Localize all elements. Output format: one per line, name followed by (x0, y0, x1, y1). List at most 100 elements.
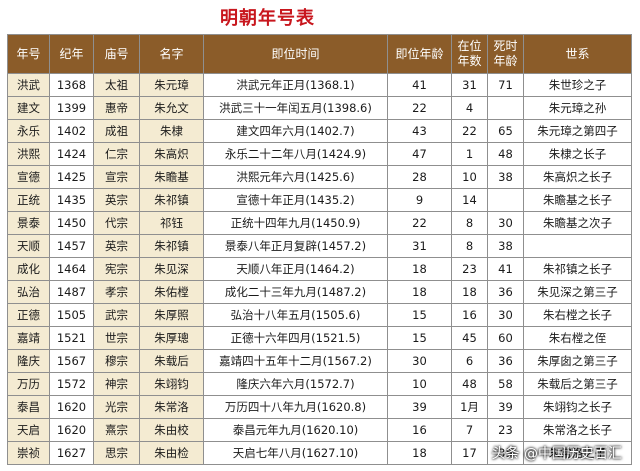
table-row: 成化 1464 宪宗 朱见深 天顺八年正月(1464.2) 18 23 41 朱祁镇之长子 (7, 257, 632, 281)
year-cell: 1620 (49, 418, 94, 442)
year-cell: 1464 (49, 257, 94, 281)
emperor-name-cell: 朱常洛 (139, 395, 204, 419)
age-at-accession-cell: 15 (387, 326, 452, 350)
temple-name-cell: 光宗 (93, 395, 140, 419)
death-age-cell (487, 96, 524, 120)
emperor-name-cell: 祁钰 (139, 211, 204, 235)
era-cell: 成化 (7, 257, 50, 281)
year-cell: 1567 (49, 349, 94, 373)
lineage-cell: 朱元璋之第四子 (523, 119, 632, 143)
era-cell: 景泰 (7, 211, 50, 235)
reign-years-cell: 4 (451, 96, 488, 120)
age-at-accession-cell: 31 (387, 234, 452, 258)
reign-years-cell: 22 (451, 119, 488, 143)
death-age-cell: 36 (487, 280, 524, 304)
year-cell: 1572 (49, 372, 94, 396)
year-cell: 1402 (49, 119, 94, 143)
era-cell: 万历 (7, 372, 50, 396)
era-cell: 崇祯 (7, 441, 50, 465)
age-at-accession-cell: 41 (387, 73, 452, 97)
lineage-cell: 朱厚囱之第三子 (523, 349, 632, 373)
age-at-accession-cell: 10 (387, 372, 452, 396)
age-at-accession-cell: 39 (387, 395, 452, 419)
table-row: 隆庆 1567 穆宗 朱载后 嘉靖四十五年十二月(1567.2) 30 6 36 朱厚囱之第三子 (7, 349, 632, 373)
emperor-name-cell: 朱允文 (139, 96, 204, 120)
table-row: 崇祯 1627 思宗 朱由检 天启七年八月(1627.10) 18 17 35 朱常洛之子 (7, 441, 632, 465)
accession-time-cell: 嘉靖四十五年十二月(1567.2) (203, 349, 388, 373)
lineage-cell: 朱棣之长子 (523, 142, 632, 166)
header-reign-years-line1: 在位 (457, 39, 482, 53)
table-row: 泰昌 1620 光宗 朱常洛 万历四十八年九月(1620.8) 39 1月 39 朱翊钧之长子 (7, 395, 632, 419)
temple-name-cell: 代宗 (93, 211, 140, 235)
death-age-cell: 41 (487, 257, 524, 281)
lineage-cell: 朱瞻基之次子 (523, 211, 632, 235)
emperor-name-cell: 朱载后 (139, 349, 204, 373)
header-lineage: 世系 (523, 34, 632, 74)
reign-years-cell: 23 (451, 257, 488, 281)
temple-name-cell: 英宗 (93, 234, 140, 258)
temple-name-cell: 穆宗 (93, 349, 140, 373)
lineage-cell: 朱右樘之侄 (523, 326, 632, 350)
header-name: 名字 (139, 34, 204, 74)
era-cell: 泰昌 (7, 395, 50, 419)
table-row: 洪熙 1424 仁宗 朱高炽 永乐二十二年八月(1424.9) 47 1 48 朱棣之长子 (7, 142, 632, 166)
lineage-cell: 朱载后之第三子 (523, 372, 632, 396)
death-age-cell: 38 (487, 234, 524, 258)
reign-years-cell: 8 (451, 234, 488, 258)
table-row: 正德 1505 武宗 朱厚照 弘治十八年五月(1505.6) 15 16 30 朱右樘之长子 (7, 303, 632, 327)
age-at-accession-cell: 16 (387, 418, 452, 442)
era-cell: 正统 (7, 188, 50, 212)
lineage-cell: 朱常洛之子 (523, 441, 632, 465)
age-at-accession-cell: 18 (387, 280, 452, 304)
accession-time-cell: 洪熙元年六月(1425.6) (203, 165, 388, 189)
year-cell: 1435 (49, 188, 94, 212)
temple-name-cell: 武宗 (93, 303, 140, 327)
lineage-cell: 朱世珍之子 (523, 73, 632, 97)
temple-name-cell: 孝宗 (93, 280, 140, 304)
table-row: 永乐 1402 成祖 朱棣 建文四年六月(1402.7) 43 22 65 朱元璋之第四子 (7, 119, 632, 143)
emperor-name-cell: 朱元璋 (139, 73, 204, 97)
emperor-name-cell: 朱高炽 (139, 142, 204, 166)
age-at-accession-cell: 15 (387, 303, 452, 327)
header-death-age: 死时 年龄 (487, 34, 524, 74)
death-age-cell: 23 (487, 418, 524, 442)
accession-time-cell: 天顺八年正月(1464.2) (203, 257, 388, 281)
lineage-cell: 朱右樘之长子 (523, 303, 632, 327)
accession-time-cell: 泰昌元年九月(1620.10) (203, 418, 388, 442)
header-accession: 即位时间 (203, 34, 388, 74)
death-age-cell: 58 (487, 372, 524, 396)
temple-name-cell: 仁宗 (93, 142, 140, 166)
accession-time-cell: 宣德十年正月(1435.2) (203, 188, 388, 212)
year-cell: 1505 (49, 303, 94, 327)
table-row: 天顺 1457 英宗 朱祁镇 景泰八年正月复辟(1457.2) 31 8 38 (7, 234, 632, 258)
temple-name-cell: 宪宗 (93, 257, 140, 281)
era-cell: 宣德 (7, 165, 50, 189)
temple-name-cell: 世宗 (93, 326, 140, 350)
header-year: 纪年 (49, 34, 94, 74)
age-at-accession-cell: 18 (387, 441, 452, 465)
table-row: 宣德 1425 宣宗 朱瞻基 洪熙元年六月(1425.6) 28 10 38 朱高炽之长子 (7, 165, 632, 189)
table-row: 万历 1572 神宗 朱翊钧 隆庆六年六月(1572.7) 10 48 58 朱载后之第三子 (7, 372, 632, 396)
age-at-accession-cell: 9 (387, 188, 452, 212)
reign-years-cell: 8 (451, 211, 488, 235)
lineage-cell: 朱瞻基之长子 (523, 188, 632, 212)
death-age-cell: 65 (487, 119, 524, 143)
era-cell: 天启 (7, 418, 50, 442)
header-reign-years-line2: 年数 (457, 54, 482, 68)
table-row: 嘉靖 1521 世宗 朱厚璁 正德十六年四月(1521.5) 15 45 60 朱右樘之侄 (7, 326, 632, 350)
accession-time-cell: 隆庆六年六月(1572.7) (203, 372, 388, 396)
era-cell: 建文 (7, 96, 50, 120)
era-cell: 嘉靖 (7, 326, 50, 350)
reign-years-cell: 45 (451, 326, 488, 350)
header-death-age-line1: 死时 (493, 39, 518, 53)
header-temple-name: 庙号 (93, 34, 140, 74)
emperor-name-cell: 朱祁镇 (139, 234, 204, 258)
watermark: 头条 @中国历史百汇 (491, 446, 622, 462)
age-at-accession-cell: 22 (387, 211, 452, 235)
year-cell: 1424 (49, 142, 94, 166)
year-cell: 1620 (49, 395, 94, 419)
accession-time-cell: 洪武三十一年闰五月(1398.6) (203, 96, 388, 120)
reign-years-cell: 18 (451, 280, 488, 304)
death-age-cell: 38 (487, 165, 524, 189)
reign-years-cell: 6 (451, 349, 488, 373)
